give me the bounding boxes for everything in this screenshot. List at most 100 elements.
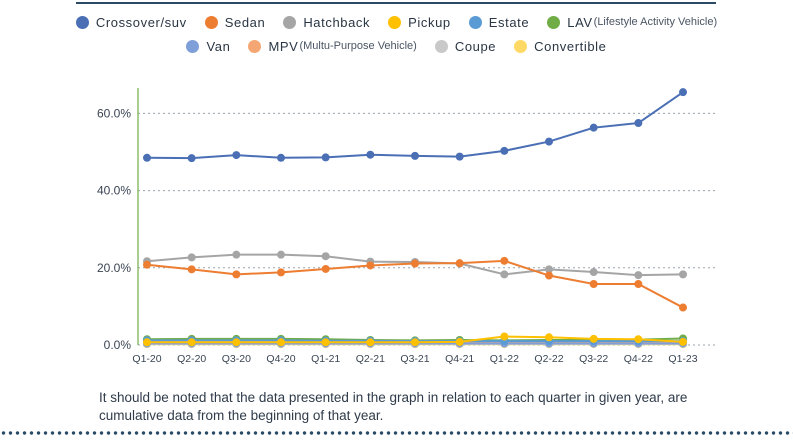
data-point-sedan xyxy=(232,270,241,279)
data-point-crossover-suv xyxy=(634,119,643,128)
legend-swatch xyxy=(75,15,89,29)
data-point-hatchback xyxy=(589,268,598,277)
x-tick-label: Q4-21 xyxy=(445,353,474,365)
x-tick-label: Q2-22 xyxy=(534,353,563,365)
legend-label: Coupe xyxy=(454,38,497,54)
x-tick-label: Q2-20 xyxy=(177,353,206,365)
legend-item-estate: Estate xyxy=(468,15,529,30)
data-point-sedan xyxy=(366,261,375,270)
data-point-sedan xyxy=(589,280,598,289)
grid-lines xyxy=(138,112,716,346)
y-tick-label: 40.0% xyxy=(97,184,131,198)
chart-footnote: It should be noted that the data present… xyxy=(99,390,688,423)
data-point-pickup xyxy=(232,338,241,347)
data-point-pickup xyxy=(187,338,196,347)
data-point-pickup xyxy=(411,338,419,347)
data-point-sedan xyxy=(187,265,196,274)
data-point-hatchback xyxy=(232,250,241,259)
legend-swatch xyxy=(283,15,297,29)
data-point-hatchback xyxy=(500,270,509,279)
data-point-crossover-suv xyxy=(187,154,196,163)
data-point-pickup xyxy=(143,338,151,347)
data-point-pickup xyxy=(277,338,285,347)
data-point-hatchback xyxy=(679,270,687,279)
x-tick-label: Q3-21 xyxy=(400,353,429,365)
data-point-hatchback xyxy=(277,250,285,259)
data-point-crossover-suv xyxy=(277,153,285,162)
data-point-sedan xyxy=(634,280,643,289)
legend-item-lav: LAV (Lifestyle Activity Vehicle) xyxy=(547,15,717,30)
data-point-pickup xyxy=(545,333,553,342)
y-axis-ticks: 0.0% 20.0% 40.0% 60.0% xyxy=(97,106,131,352)
legend-swatch xyxy=(186,39,200,53)
x-tick-label: Q2-21 xyxy=(356,353,385,365)
data-point-hatchback xyxy=(321,252,330,261)
series-sedan xyxy=(143,256,687,312)
x-tick-label: Q1-20 xyxy=(132,353,161,365)
data-point-pickup xyxy=(500,332,509,341)
data-point-sedan xyxy=(143,260,151,269)
legend-swatch xyxy=(248,39,262,53)
legend-swatch xyxy=(434,39,448,53)
data-point-crossover-suv xyxy=(589,123,598,132)
data-point-pickup xyxy=(455,337,464,346)
data-point-pickup xyxy=(679,337,687,346)
data-point-sedan xyxy=(321,264,330,273)
data-point-crossover-suv xyxy=(232,151,241,160)
legend-row: Crossover/suv Sedan Hatchback Pickup Estate L… xyxy=(0,10,793,34)
data-point-pickup xyxy=(321,338,330,347)
legend-item-hatchback: Hatchback xyxy=(283,15,370,30)
legend-item-pickup: Pickup xyxy=(388,15,451,30)
series-crossover-suv xyxy=(143,88,687,163)
x-tick-label: Q1-22 xyxy=(490,353,519,365)
x-axis-ticks: Q1-20 Q2-20 Q3-20 Q4-20 Q1-21 Q2-21 Q3-21 Q4-21… xyxy=(132,353,697,365)
legend-note: (Multu-Purpose Vehicle) xyxy=(299,40,417,52)
data-point-sedan xyxy=(455,259,464,268)
y-tick-label: 60.0% xyxy=(97,106,131,120)
data-point-hatchback xyxy=(187,253,196,262)
chart-legend: Crossover/suv Sedan Hatchback Pickup Estate L… xyxy=(0,10,793,58)
legend-label: Pickup xyxy=(408,14,451,30)
legend-row: Van MPV (Multu-Purpose Vehicle) Coupe Conver… xyxy=(0,34,793,58)
data-point-sedan xyxy=(277,268,285,277)
legend-item-coupe: Coupe xyxy=(434,38,497,54)
legend-swatch xyxy=(468,15,482,29)
legend-item-sedan: Sedan xyxy=(204,14,266,30)
data-point-crossover-suv xyxy=(679,88,687,97)
legend-label: MPV xyxy=(268,38,299,54)
data-point-crossover-suv xyxy=(455,152,464,161)
legend-label: LAV xyxy=(567,14,593,30)
legend-swatch xyxy=(388,15,402,29)
data-point-pickup xyxy=(589,334,598,343)
line-chart: 0.0% 20.0% 40.0% 60.0% Q1-20 Q2-20 Q3-20 Q4-20… xyxy=(97,88,716,365)
series-line-crossover-suv xyxy=(146,91,684,160)
data-point-pickup xyxy=(634,335,643,344)
legend-label: Sedan xyxy=(224,14,266,30)
data-point-crossover-suv xyxy=(321,153,330,162)
legend-label: Convertible xyxy=(534,38,607,54)
legend-swatch xyxy=(547,15,561,29)
legend-label: Hatchback xyxy=(303,14,371,30)
data-point-hatchback xyxy=(634,271,643,280)
data-point-pickup xyxy=(366,338,375,347)
chart-series xyxy=(143,88,687,349)
legend-label: Van xyxy=(206,38,231,54)
y-tick-label: 20.0% xyxy=(97,261,131,275)
data-point-sedan xyxy=(411,259,419,268)
x-tick-label: Q4-20 xyxy=(266,353,295,365)
x-tick-label: Q1-23 xyxy=(668,353,697,365)
x-tick-label: Q1-21 xyxy=(311,353,340,365)
data-point-hatchback xyxy=(545,265,553,274)
legend-item-mpv: MPV (Multu-Purpose Vehicle) xyxy=(248,38,417,54)
top-rule xyxy=(76,2,716,4)
legend-swatch xyxy=(204,15,218,29)
data-point-crossover-suv xyxy=(411,151,419,160)
data-point-sedan xyxy=(545,271,553,280)
x-tick-label: Q3-22 xyxy=(579,353,608,365)
data-point-crossover-suv xyxy=(545,137,553,146)
legend-swatch xyxy=(514,39,528,53)
data-point-crossover-suv xyxy=(500,146,509,155)
x-tick-label: Q3-20 xyxy=(222,353,251,365)
legend-item-convertible: Convertible xyxy=(514,39,606,54)
dotted-border xyxy=(0,430,793,436)
